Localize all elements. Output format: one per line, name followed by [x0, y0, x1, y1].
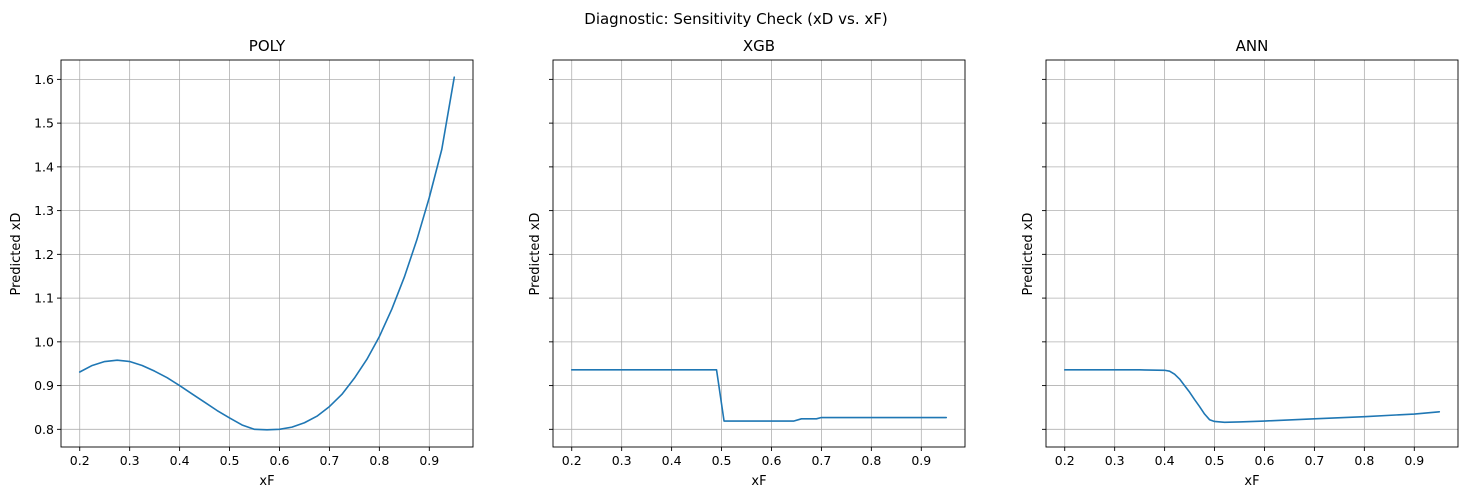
y-tick-label: 1.3: [34, 203, 54, 218]
axes-frame: [1045, 59, 1459, 448]
x-tick-label: 0.4: [170, 453, 190, 468]
series-line: [1063, 369, 1441, 424]
panel-ann: ANN xF Predicted xD 0.2 0.3 0.4 0.5 0.6 0.7 0.…: [1021, 37, 1459, 489]
axes-frame: [60, 59, 474, 448]
x-tick-label: 0.4: [1155, 453, 1175, 468]
x-tick-label: 0.3: [120, 453, 140, 468]
x-tick-label: 0.9: [911, 453, 931, 468]
x-tick-label: 0.8: [1354, 453, 1374, 468]
x-axis-label: xF: [751, 474, 766, 489]
series-line: [570, 369, 948, 422]
panel-title: ANN: [1236, 37, 1269, 55]
x-tick-label: 0.7: [811, 453, 831, 468]
x-tick-label: 0.9: [419, 453, 439, 468]
y-tick-label: 1.4: [34, 159, 54, 174]
x-tick-label: 0.8: [861, 453, 881, 468]
x-tick-label: 0.4: [662, 453, 682, 468]
x-tick-label: 0.5: [712, 453, 732, 468]
x-tick-label: 0.2: [70, 453, 90, 468]
x-tick-label: 0.9: [1404, 453, 1424, 468]
panel-poly: POLY xF Predicted xD 0.2 0.3 0.4 0.5 0.6 0.7 0…: [9, 37, 474, 489]
x-tick-label: 0.8: [369, 453, 389, 468]
series-line: [78, 76, 456, 431]
x-tick-label: 0.2: [1055, 453, 1075, 468]
x-axis-label: xF: [1244, 474, 1259, 489]
x-tick-label: 0.3: [612, 453, 632, 468]
x-tick-label: 0.6: [270, 453, 290, 468]
y-tick-label: 0.9: [34, 378, 54, 393]
figure-suptitle: Diagnostic: Sensitivity Check (xD vs. xF…: [584, 10, 887, 28]
y-tick-label: 1.2: [34, 247, 54, 262]
x-axis-label: xF: [259, 474, 274, 489]
x-tick-label: 0.3: [1105, 453, 1125, 468]
x-tick-label: 0.7: [319, 453, 339, 468]
y-tick-label: 1.1: [34, 291, 54, 306]
x-tick-label: 0.5: [1205, 453, 1225, 468]
y-tick-label: 1.5: [34, 116, 54, 131]
x-tick-label: 0.2: [562, 453, 582, 468]
y-tick-label: 0.8: [34, 422, 54, 437]
y-axis-label: Predicted xD: [9, 213, 24, 296]
axes-frame: [552, 59, 966, 448]
x-tick-label: 0.6: [1255, 453, 1275, 468]
x-tick-label: 0.6: [762, 453, 782, 468]
y-axis-label: Predicted xD: [1021, 213, 1036, 296]
y-tick-label: 1.6: [34, 72, 54, 87]
panel-xgb: XGB xF Predicted xD 0.2 0.3 0.4 0.5 0.6 0.7 0.…: [528, 37, 966, 489]
panel-title: XGB: [743, 37, 775, 55]
x-tick-label: 0.5: [220, 453, 240, 468]
x-tick-label: 0.7: [1304, 453, 1324, 468]
y-tick-label: 1.0: [34, 334, 54, 349]
panel-title: POLY: [249, 37, 286, 55]
y-axis-label: Predicted xD: [528, 213, 543, 296]
